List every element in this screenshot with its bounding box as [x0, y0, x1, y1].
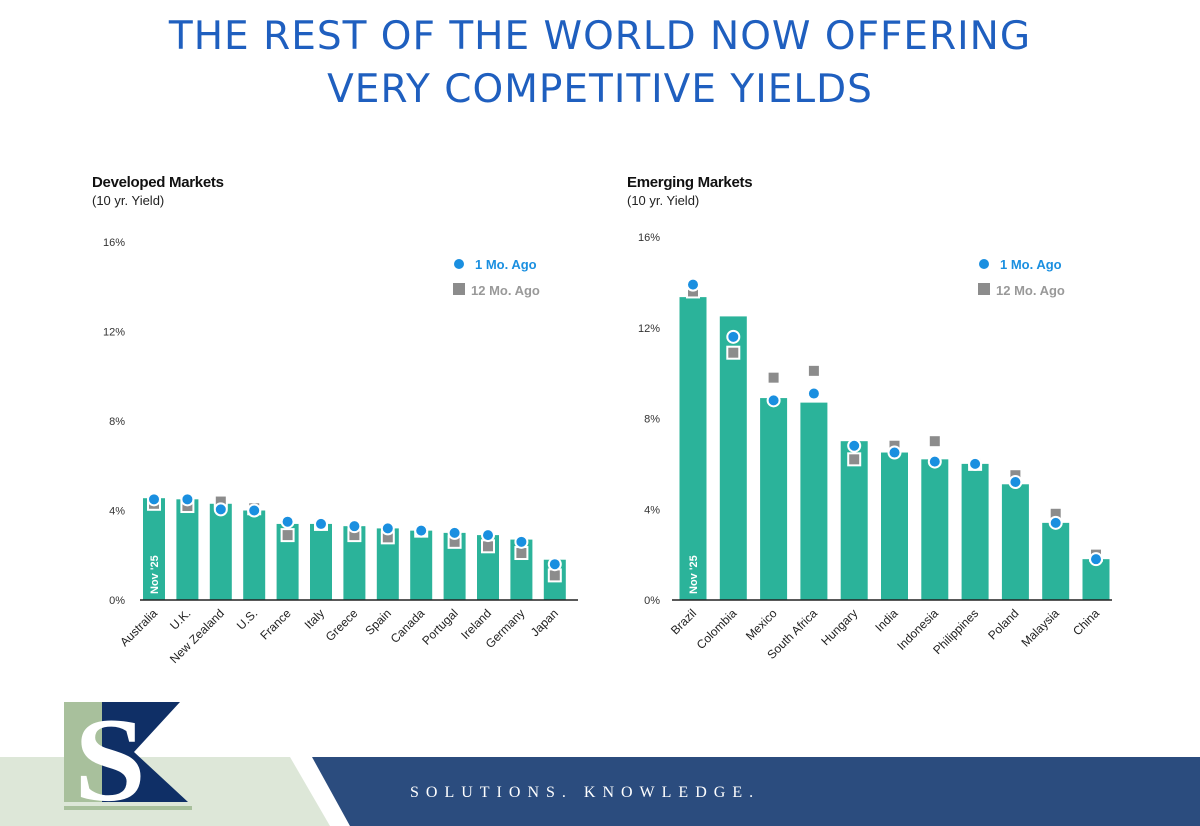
- x-tick-label: Australia: [117, 606, 160, 649]
- bar-new-zealand: [209, 503, 232, 600]
- bar-u-s-: [243, 510, 266, 600]
- bar-indonesia: [921, 459, 949, 600]
- bar-date-label: Nov '25: [149, 555, 161, 594]
- marker-1-mo-ago: [1089, 552, 1103, 567]
- marker-1-mo-ago: [447, 525, 462, 540]
- marker-1-mo-ago: [927, 454, 942, 469]
- legend-1-mo-ago-label: 1 Mo. Ago: [1000, 257, 1062, 272]
- x-tick-label: U.K.: [167, 606, 193, 632]
- bar-colombia: [719, 316, 747, 600]
- marker-12-mo-ago: [847, 452, 862, 467]
- legend-12-mo-ago-label: 12 Mo. Ago: [996, 283, 1065, 298]
- marker-1-mo-ago: [766, 393, 781, 408]
- bar-portugal: [443, 532, 466, 600]
- marker-12-mo-ago: [280, 528, 295, 543]
- legend-1-mo-ago-label: 1 Mo. Ago: [475, 257, 537, 272]
- y-tick-label: 12%: [638, 323, 660, 335]
- x-tick-label: Greece: [323, 606, 361, 644]
- bar-spain: [376, 528, 399, 600]
- marker-1-mo-ago: [247, 503, 262, 518]
- marker-1-mo-ago: [380, 521, 395, 536]
- slide-title-line-2: VERY COMPETITIVE YIELDS: [327, 67, 873, 112]
- x-tick-label: Hungary: [818, 606, 860, 648]
- emerging-chart-subtitle: (10 yr. Yield): [627, 193, 700, 208]
- x-tick-label: Italy: [302, 606, 327, 631]
- marker-1-mo-ago: [347, 519, 362, 534]
- x-tick-label: Portugal: [419, 606, 461, 648]
- marker-1-mo-ago: [847, 438, 862, 453]
- x-tick-label: Mexico: [743, 606, 780, 643]
- bar-greece: [343, 526, 366, 600]
- bar-hungary: [840, 441, 868, 600]
- bar-brazil: [679, 297, 707, 600]
- marker-1-mo-ago: [180, 492, 195, 507]
- legend-12-mo-ago-label: 12 Mo. Ago: [471, 283, 540, 298]
- bar-u-k-: [176, 499, 199, 600]
- y-tick-label: 0%: [644, 595, 660, 607]
- y-tick-label: 4%: [644, 504, 660, 516]
- bar-date-label: Nov '25: [688, 555, 700, 594]
- marker-1-mo-ago: [726, 329, 741, 344]
- y-tick-label: 4%: [109, 506, 125, 518]
- bar-malaysia: [1042, 522, 1070, 600]
- emerging-chart-title: Emerging Markets: [627, 174, 753, 191]
- marker-1-mo-ago: [314, 516, 328, 531]
- marker-1-mo-ago: [1048, 515, 1063, 530]
- marker-1-mo-ago: [280, 514, 295, 529]
- bar-philippines: [961, 463, 989, 600]
- x-tick-label: Brazil: [668, 606, 699, 637]
- developed-chart-title: Developed Markets: [92, 174, 224, 191]
- y-tick-label: 12%: [103, 327, 125, 339]
- bar-canada: [410, 530, 433, 600]
- marker-1-mo-ago: [806, 386, 821, 401]
- x-tick-label: France: [257, 606, 294, 643]
- marker-1-mo-ago: [887, 445, 902, 460]
- footer-dark-stripe: [312, 757, 1200, 826]
- legend-12-mo-ago-icon: [453, 283, 465, 295]
- y-tick-label: 8%: [109, 416, 125, 428]
- x-tick-label: India: [872, 606, 901, 635]
- marker-12-mo-ago: [726, 345, 741, 360]
- tagline: SOLUTIONS. KNOWLEDGE.: [410, 784, 761, 801]
- bar-south-africa: [800, 402, 828, 600]
- x-tick-label: Poland: [985, 606, 1021, 642]
- marker-1-mo-ago: [686, 277, 700, 292]
- developed-chart-subtitle: (10 yr. Yield): [92, 193, 165, 208]
- slide-title-line-1: THE REST OF THE WORLD NOW OFFERING: [168, 14, 1032, 59]
- x-tick-label: China: [1070, 606, 1102, 638]
- y-tick-label: 16%: [103, 237, 125, 249]
- marker-1-mo-ago: [547, 557, 562, 572]
- bar-australia: [143, 498, 165, 600]
- marker-12-mo-ago: [806, 363, 821, 378]
- legend-12-mo-ago-icon: [978, 283, 990, 295]
- yield-charts: 0%4%8%12%16%Australia U.K.New Zealand U.S.…: [103, 232, 1112, 666]
- marker-12-mo-ago: [927, 434, 942, 449]
- bar-italy: [310, 523, 332, 600]
- bar-india: [881, 452, 908, 600]
- marker-1-mo-ago: [414, 523, 429, 538]
- svg-text:S: S: [74, 702, 146, 814]
- sk-logo: S: [64, 702, 192, 814]
- x-tick-label: Japan: [528, 606, 561, 639]
- bar-mexico: [760, 398, 788, 600]
- marker-1-mo-ago: [1008, 475, 1023, 490]
- x-tick-label: Malaysia: [1018, 606, 1062, 650]
- x-tick-label: U.S.: [234, 606, 260, 632]
- marker-1-mo-ago: [514, 534, 529, 549]
- bar-france: [276, 523, 299, 600]
- marker-1-mo-ago: [147, 492, 161, 507]
- bar-poland: [1001, 484, 1029, 600]
- y-tick-label: 16%: [638, 232, 660, 244]
- slide-title: THE REST OF THE WORLD NOW OFFERING VERY …: [0, 10, 1200, 116]
- y-tick-label: 0%: [109, 595, 125, 607]
- y-tick-label: 8%: [644, 414, 660, 426]
- x-tick-label: Colombia: [694, 606, 740, 652]
- legend-1-mo-ago-icon: [454, 259, 464, 269]
- marker-1-mo-ago: [968, 456, 983, 471]
- legend-1-mo-ago-icon: [979, 259, 989, 269]
- marker-1-mo-ago: [213, 502, 228, 517]
- marker-12-mo-ago: [766, 370, 781, 385]
- marker-1-mo-ago: [481, 528, 495, 543]
